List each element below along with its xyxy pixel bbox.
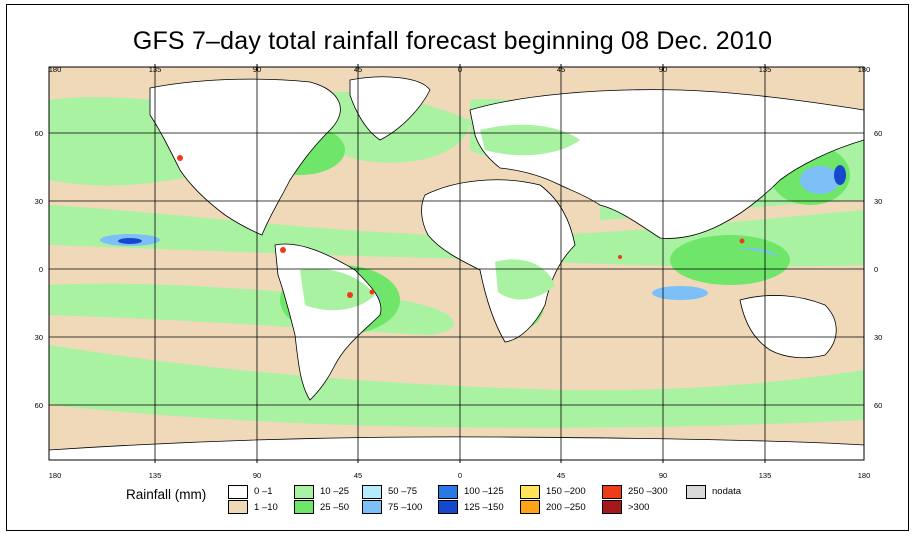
figure-frame <box>6 4 909 531</box>
rain-band-southern-ocean <box>49 345 864 428</box>
lon-label: 180 <box>49 471 62 480</box>
graticule <box>49 67 864 460</box>
legend-label-75-100: 75 –100 <box>388 502 423 513</box>
lon-label: 45 <box>557 471 565 480</box>
legend-label-200-250: 200 –250 <box>546 502 586 513</box>
legend-label-25-50: 25 –50 <box>320 502 350 513</box>
lon-label: 45 <box>557 65 565 74</box>
extreme-rain-spot <box>347 292 353 298</box>
legend-label-nodata: nodata <box>712 486 742 497</box>
extreme-rain-spot <box>280 247 286 253</box>
legend-label-over-300: >300 <box>628 502 650 513</box>
legend-swatch-75-100 <box>362 500 382 514</box>
very-heavy-rain-patch <box>118 238 142 244</box>
map-title: GFS 7–day total rainfall forecast beginn… <box>132 27 773 55</box>
very-heavy-rain-patch <box>834 165 846 185</box>
amazon-rain <box>300 268 375 311</box>
lon-label: 45 <box>354 65 362 74</box>
legend-label-250-300: 250 –300 <box>628 486 668 497</box>
extreme-rain-spot <box>177 155 183 161</box>
lat-label: 60 <box>874 129 882 138</box>
europe-rain <box>480 124 580 156</box>
lon-label: 135 <box>759 65 772 74</box>
legend-swatch-100-125 <box>438 485 458 499</box>
land-rain <box>300 124 790 311</box>
lon-label: 90 <box>253 471 261 480</box>
lat-label: 60 <box>35 401 43 410</box>
antarctica <box>49 436 864 460</box>
lon-label: 0 <box>458 471 462 480</box>
legend-label-50-75: 50 –75 <box>388 486 418 497</box>
legend-swatch-nodata <box>686 485 706 499</box>
lon-label: 180 <box>49 65 62 74</box>
lat-label: 30 <box>874 197 882 206</box>
greenland <box>349 76 431 141</box>
legend-label-0-1: 0 –1 <box>254 486 273 497</box>
lon-label: 180 <box>858 471 871 480</box>
indonesia-rain <box>700 248 790 274</box>
heavy-rain-patch <box>652 286 708 300</box>
extreme-rain-spots <box>177 155 745 298</box>
lon-label: 135 <box>759 471 772 480</box>
extreme-rain-spot <box>739 238 745 244</box>
legend-swatch-125-150 <box>438 500 458 514</box>
lat-label: 60 <box>874 401 882 410</box>
legend-title: Rainfall (mm) <box>126 487 207 502</box>
ticks <box>154 64 766 463</box>
legend-swatch-over-300 <box>602 500 622 514</box>
bottom-lon-labels: 180 135 90 45 0 45 90 135 180 <box>49 471 871 480</box>
heavy-rain-patch <box>800 166 840 194</box>
legend-label-10-25: 10 –25 <box>320 486 350 497</box>
lat-label: 30 <box>35 333 43 342</box>
lon-label: 90 <box>659 65 667 74</box>
legend-label-1-10: 1 –10 <box>254 502 278 513</box>
lat-label: 0 <box>874 265 878 274</box>
lat-label: 30 <box>35 197 43 206</box>
lon-label: 0 <box>458 65 462 74</box>
right-lat-labels: 60 30 0 30 60 <box>874 129 882 410</box>
lon-label: 135 <box>149 65 162 74</box>
lon-label: 90 <box>253 65 261 74</box>
congo-rain <box>495 259 555 300</box>
lat-label: 30 <box>874 333 882 342</box>
extreme-rain-spot <box>618 255 622 259</box>
lon-label: 180 <box>858 65 871 74</box>
extreme-rain-spot <box>369 289 375 295</box>
legend-label-125-150: 125 –150 <box>464 502 504 513</box>
map-border <box>48 66 865 461</box>
top-lon-labels: 180 135 90 45 0 45 90 135 180 <box>49 65 871 74</box>
eurasia <box>469 89 864 239</box>
map-content <box>49 67 864 460</box>
legend-swatch-250-300 <box>602 485 622 499</box>
legend-swatch-150-200 <box>520 485 540 499</box>
legend-swatch-200-250 <box>520 500 540 514</box>
left-lat-labels: 60 30 0 30 60 <box>35 129 43 410</box>
lat-label: 60 <box>35 129 43 138</box>
lat-label: 0 <box>39 265 43 274</box>
lon-label: 45 <box>354 471 362 480</box>
lon-label: 135 <box>149 471 162 480</box>
lon-label: 90 <box>659 471 667 480</box>
dry-land <box>49 76 864 460</box>
legend-swatch-50-75 <box>362 485 382 499</box>
legend-swatch-1-10 <box>228 500 248 514</box>
north-america <box>149 78 341 236</box>
legend-label-100-125: 100 –125 <box>464 486 504 497</box>
legend-swatch-25-50 <box>294 500 314 514</box>
legend-swatch-0-1 <box>228 485 248 499</box>
australia <box>739 295 837 359</box>
legend-label-150-200: 150 –200 <box>546 486 586 497</box>
legend-swatch-10-25 <box>294 485 314 499</box>
